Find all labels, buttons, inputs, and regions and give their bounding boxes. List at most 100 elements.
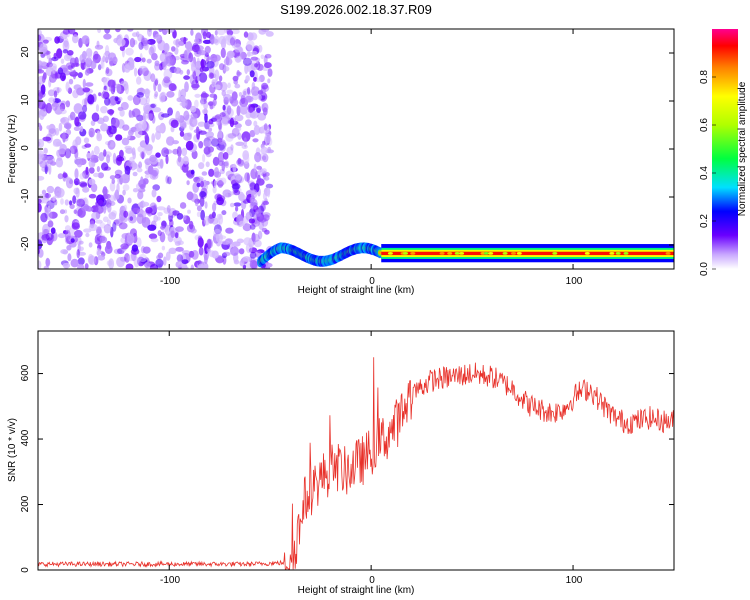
spectrogram-noise-blob (80, 203, 90, 212)
spectrogram-noise-blob (62, 262, 71, 269)
spectrogram-noise-blob (107, 204, 112, 213)
spectrogram-noise-blob (200, 209, 206, 221)
snr-xtick-label: -100 (160, 575, 180, 586)
spectrogram-noise-blob (84, 69, 90, 76)
spectrogram-noise-blob (224, 160, 230, 169)
colorbar-tick-label: 0.8 (699, 70, 710, 84)
spectrogram-noise-blob (231, 241, 241, 247)
spectrogram-noise-blob (41, 74, 46, 83)
spectrogram-noise-blob (97, 172, 104, 179)
spectrogram-noise-blob (197, 235, 203, 241)
spectrogram-noise-blob (213, 54, 221, 62)
spectrogram-noise-blob (51, 101, 58, 111)
spectrogram-noise-blob (73, 126, 81, 131)
spectrogram-noise-blob (103, 51, 110, 62)
spectrogram-noise-blob (39, 43, 48, 54)
spec-xtick-label: -100 (160, 276, 180, 287)
spectrogram-noise-blob (104, 244, 113, 254)
spectrogram-noise-blob (76, 198, 86, 207)
spectrogram-noise-blob (127, 95, 134, 101)
spectrogram-noise-blob (113, 248, 123, 255)
spectrogram-band-speck (459, 252, 465, 255)
spectrogram-noise-blob (221, 160, 226, 172)
spectrogram-noise-blob (149, 154, 157, 162)
spectrogram-noise-blob (182, 155, 189, 165)
spectrogram-noise-blob (62, 132, 66, 143)
spectrogram-noise-blob (163, 42, 170, 53)
spectrogram-noise-blob (208, 168, 215, 177)
spectrogram-noise-blob (64, 148, 72, 159)
spectrogram-noise-blob (67, 50, 74, 56)
spectrogram-noise-blob (222, 189, 232, 197)
spectrogram-noise-blob (72, 195, 77, 205)
spectrogram-noise-blob (91, 150, 95, 160)
spectrogram-band-speck (609, 252, 615, 255)
spectrogram-noise-blob (204, 201, 208, 209)
spectrogram-noise-blob (120, 243, 129, 250)
spectrogram-noise-blob (48, 164, 52, 175)
spectrogram-noise-blob (250, 86, 260, 96)
spectrogram-noise-blob (57, 173, 64, 180)
spectrogram-noise-blob (47, 205, 51, 213)
spectrogram-noise-blob (48, 211, 58, 219)
spectrogram-noise-blob (48, 128, 57, 137)
spectrogram-band-speck (447, 252, 453, 255)
spectrogram-noise-blob (106, 260, 113, 266)
spectrogram-noise-blob (218, 35, 227, 45)
spectrogram-noise-blob (187, 40, 192, 52)
spectrogram-noise-blob (46, 185, 55, 194)
spectrogram-noise-blob (70, 238, 75, 243)
spectrogram-noise-blob (63, 53, 73, 62)
spectrogram-noise-blob (267, 78, 271, 84)
spectrogram-noise-blob (165, 251, 171, 261)
spectrogram-noise-blob (127, 29, 134, 32)
spectrogram-noise-blob (167, 107, 174, 116)
spectrogram-noise-blob (191, 250, 199, 260)
spectrogram-noise-blob (142, 111, 147, 123)
colorbar-label: Normalized spectral amplitude (737, 81, 748, 216)
spectrogram-noise-blob (190, 113, 198, 120)
spectrogram-noise-blob (82, 78, 86, 89)
spectrogram-noise-blob (122, 124, 130, 131)
spectrogram-noise-blob (65, 100, 71, 108)
spectrogram-noise-blob (238, 193, 246, 202)
spectrogram-noise-blob (190, 169, 195, 175)
spectrogram-noise-blob (84, 97, 88, 108)
spectrogram-noise-blob (84, 63, 90, 70)
spectrogram-noise-blob (78, 197, 87, 206)
spectrogram-noise-blob (56, 48, 63, 59)
spectrogram-noise-blob (58, 122, 63, 132)
spectrogram-noise-blob (74, 148, 79, 159)
spectrogram-noise-blob (219, 81, 228, 92)
spectrogram-noise-blob (69, 145, 78, 155)
spectrogram-noise-blob (204, 120, 210, 130)
spectrogram-noise-blob (144, 143, 154, 152)
spectrogram-noise-blob (73, 117, 79, 127)
spectrogram-noise-blob (100, 123, 109, 132)
spectrogram-noise-blob (83, 228, 92, 233)
spectrogram-noise-blob (144, 261, 151, 269)
spectrogram-noise-blob (243, 90, 247, 96)
spectrogram-noise-blob (125, 47, 134, 56)
spectrogram-y-axis-title: Frequency (Hz) (7, 115, 18, 184)
spectrogram-noise-blob (236, 126, 242, 131)
spectrogram-noise-blob (211, 78, 216, 88)
spectrogram-noise-blob (227, 133, 237, 139)
spectrogram-noise-blob (266, 187, 271, 198)
spectrogram-noise-blob (154, 63, 161, 71)
spectrogram-band-speck (403, 252, 408, 255)
spectrogram-noise-blob (249, 224, 256, 230)
spectrogram-noise-blob (51, 56, 59, 62)
spectrogram-noise-blob (136, 92, 144, 98)
snr-ytick-label: 0 (20, 567, 31, 573)
spectrogram-noise-blob (60, 249, 69, 255)
spectrogram-noise-blob (181, 147, 188, 157)
spectrogram-noise-blob (217, 129, 223, 140)
spectrogram-noise-blob (105, 67, 110, 74)
spectrogram-noise-blob (203, 141, 209, 147)
spectrogram-noise-blob (192, 70, 196, 80)
spectrogram-noise-blob (233, 189, 241, 196)
spectrogram-noise-blob (242, 256, 251, 262)
spec-ytick-label: 0 (20, 145, 31, 151)
spectrogram-noise-blob (101, 162, 109, 171)
